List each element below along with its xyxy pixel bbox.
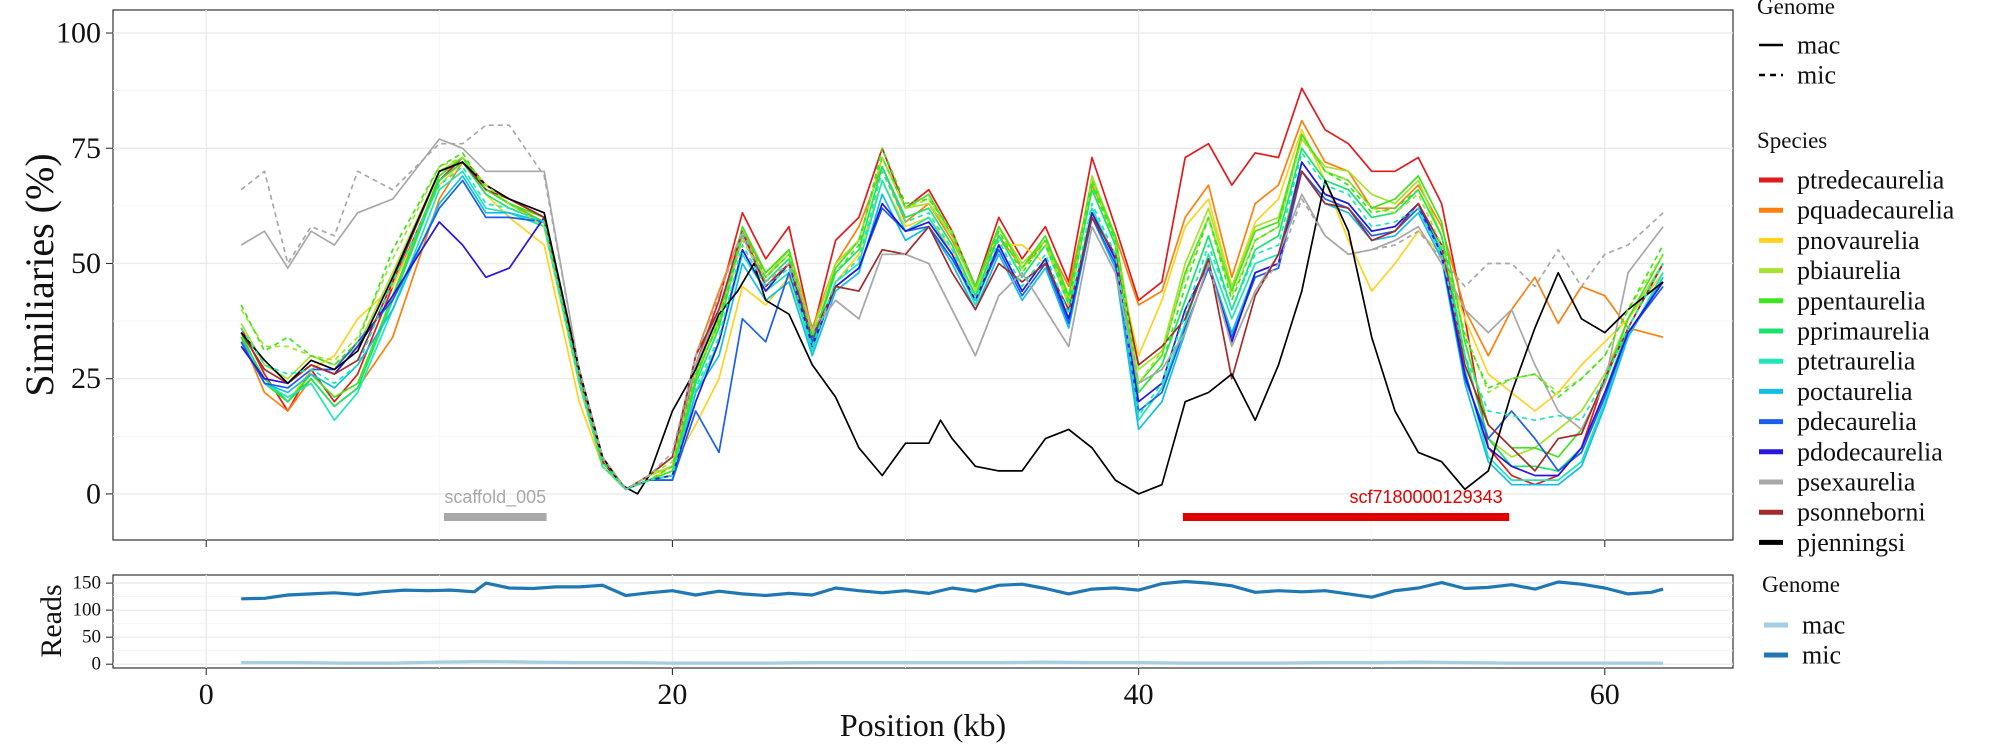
similarity-y-tick-label: 50 bbox=[71, 247, 101, 280]
legend-reads-label-mac: mac bbox=[1802, 611, 1845, 640]
legend-label-psexaurelia: psexaurelia bbox=[1797, 468, 1916, 497]
reads-x-tick-label: 40 bbox=[1124, 678, 1154, 711]
reads-y-tick-label: 50 bbox=[82, 627, 101, 648]
line-psexaurelia-mac bbox=[240, 138, 1664, 491]
similarity-lines bbox=[240, 87, 1664, 495]
legend-label-mic: mic bbox=[1797, 61, 1836, 90]
similarity-y-tick-label: 25 bbox=[71, 362, 101, 395]
reads-y-tick-label: 150 bbox=[73, 573, 102, 594]
legend-label-mac: mac bbox=[1797, 31, 1840, 60]
legend-label-pprimaurelia: pprimaurelia bbox=[1797, 317, 1930, 346]
legend-reads-title: Genome bbox=[1762, 572, 1840, 597]
y-axis-title-similarities: Similiaries (%) bbox=[17, 153, 62, 396]
reads-lines bbox=[241, 579, 1664, 665]
legend-label-ptetraurelia: ptetraurelia bbox=[1797, 347, 1916, 376]
legend-label-pnovaurelia: pnovaurelia bbox=[1797, 226, 1920, 255]
reads-y-ticks: 0 50 100 150 bbox=[73, 573, 113, 675]
x-axis-title: Position (kb) bbox=[840, 707, 1006, 743]
similarity-gridlines bbox=[113, 10, 1733, 540]
reads-x-ticks: 0 20 40 60 bbox=[199, 668, 1620, 711]
legend-species-title: Species bbox=[1757, 128, 1827, 153]
legend-label-pquadecaurelia: pquadecaurelia bbox=[1797, 196, 1955, 225]
legend-label-ptredecaurelia: ptredecaurelia bbox=[1797, 166, 1945, 195]
annotation-label-scaffold-005: scaffold_005 bbox=[444, 487, 546, 508]
similarity-panel: scaffold_005 scf7180000129343 0255075100 … bbox=[17, 9, 1734, 547]
legend-label-psonneborni: psonneborni bbox=[1797, 498, 1926, 527]
reads-panel: 0 50 100 150 0 20 40 60 Reads Position (kb) bbox=[35, 573, 1734, 743]
similarity-x-ticks bbox=[205, 540, 1606, 547]
reads-line-mic bbox=[241, 579, 1664, 601]
legend-genome-title: Genome bbox=[1757, 0, 1835, 19]
reads-gridlines bbox=[113, 575, 1733, 668]
similarity-panel-background bbox=[112, 9, 1734, 541]
reads-panel-background bbox=[112, 574, 1734, 669]
legend-label-pdecaurelia: pdecaurelia bbox=[1797, 407, 1917, 436]
reads-x-tick-label: 20 bbox=[657, 678, 687, 711]
legend-label-poctaurelia: poctaurelia bbox=[1797, 377, 1913, 406]
similarity-y-tick-label: 100 bbox=[56, 17, 101, 50]
legend-label-ppentaurelia: ppentaurelia bbox=[1797, 286, 1926, 315]
reads-line-mac bbox=[241, 659, 1664, 665]
line-psonneborni-mac bbox=[240, 161, 1664, 491]
legend-reads-label-mic: mic bbox=[1802, 641, 1841, 670]
similarity-y-tick-label: 75 bbox=[71, 132, 101, 165]
line-ppentaurelia-mic bbox=[240, 133, 1664, 491]
y-axis-title-reads: Reads bbox=[35, 584, 68, 657]
reads-y-tick-label: 100 bbox=[73, 600, 102, 621]
similarity-y-tick-label: 0 bbox=[86, 477, 101, 510]
legend-label-pdodecaurelia: pdodecaurelia bbox=[1797, 437, 1943, 466]
reads-x-tick-label: 60 bbox=[1590, 678, 1620, 711]
annotation-label-scf7180000129343: scf7180000129343 bbox=[1349, 487, 1502, 507]
scaffold-annotations: scaffold_005 scf7180000129343 bbox=[443, 487, 1510, 521]
line-ppentaurelia-mac bbox=[240, 133, 1664, 491]
legend-label-pbiaurelia: pbiaurelia bbox=[1797, 256, 1901, 285]
legend-species: Species ptredecaureliapquadecaureliapnova… bbox=[1757, 128, 1955, 557]
legend-label-pjenningsi: pjenningsi bbox=[1797, 528, 1905, 557]
line-psexaurelia-mic bbox=[240, 124, 1664, 491]
line-pjenningsi-mac bbox=[240, 161, 1664, 495]
line-ptetraurelia-mic bbox=[240, 152, 1664, 491]
similarity-y-ticks: 0 25 50 75 100 bbox=[56, 17, 113, 510]
line-pbiaurelia-mic bbox=[240, 138, 1664, 491]
reads-x-tick-label: 0 bbox=[199, 678, 214, 711]
reads-y-tick-label: 0 bbox=[92, 654, 102, 675]
